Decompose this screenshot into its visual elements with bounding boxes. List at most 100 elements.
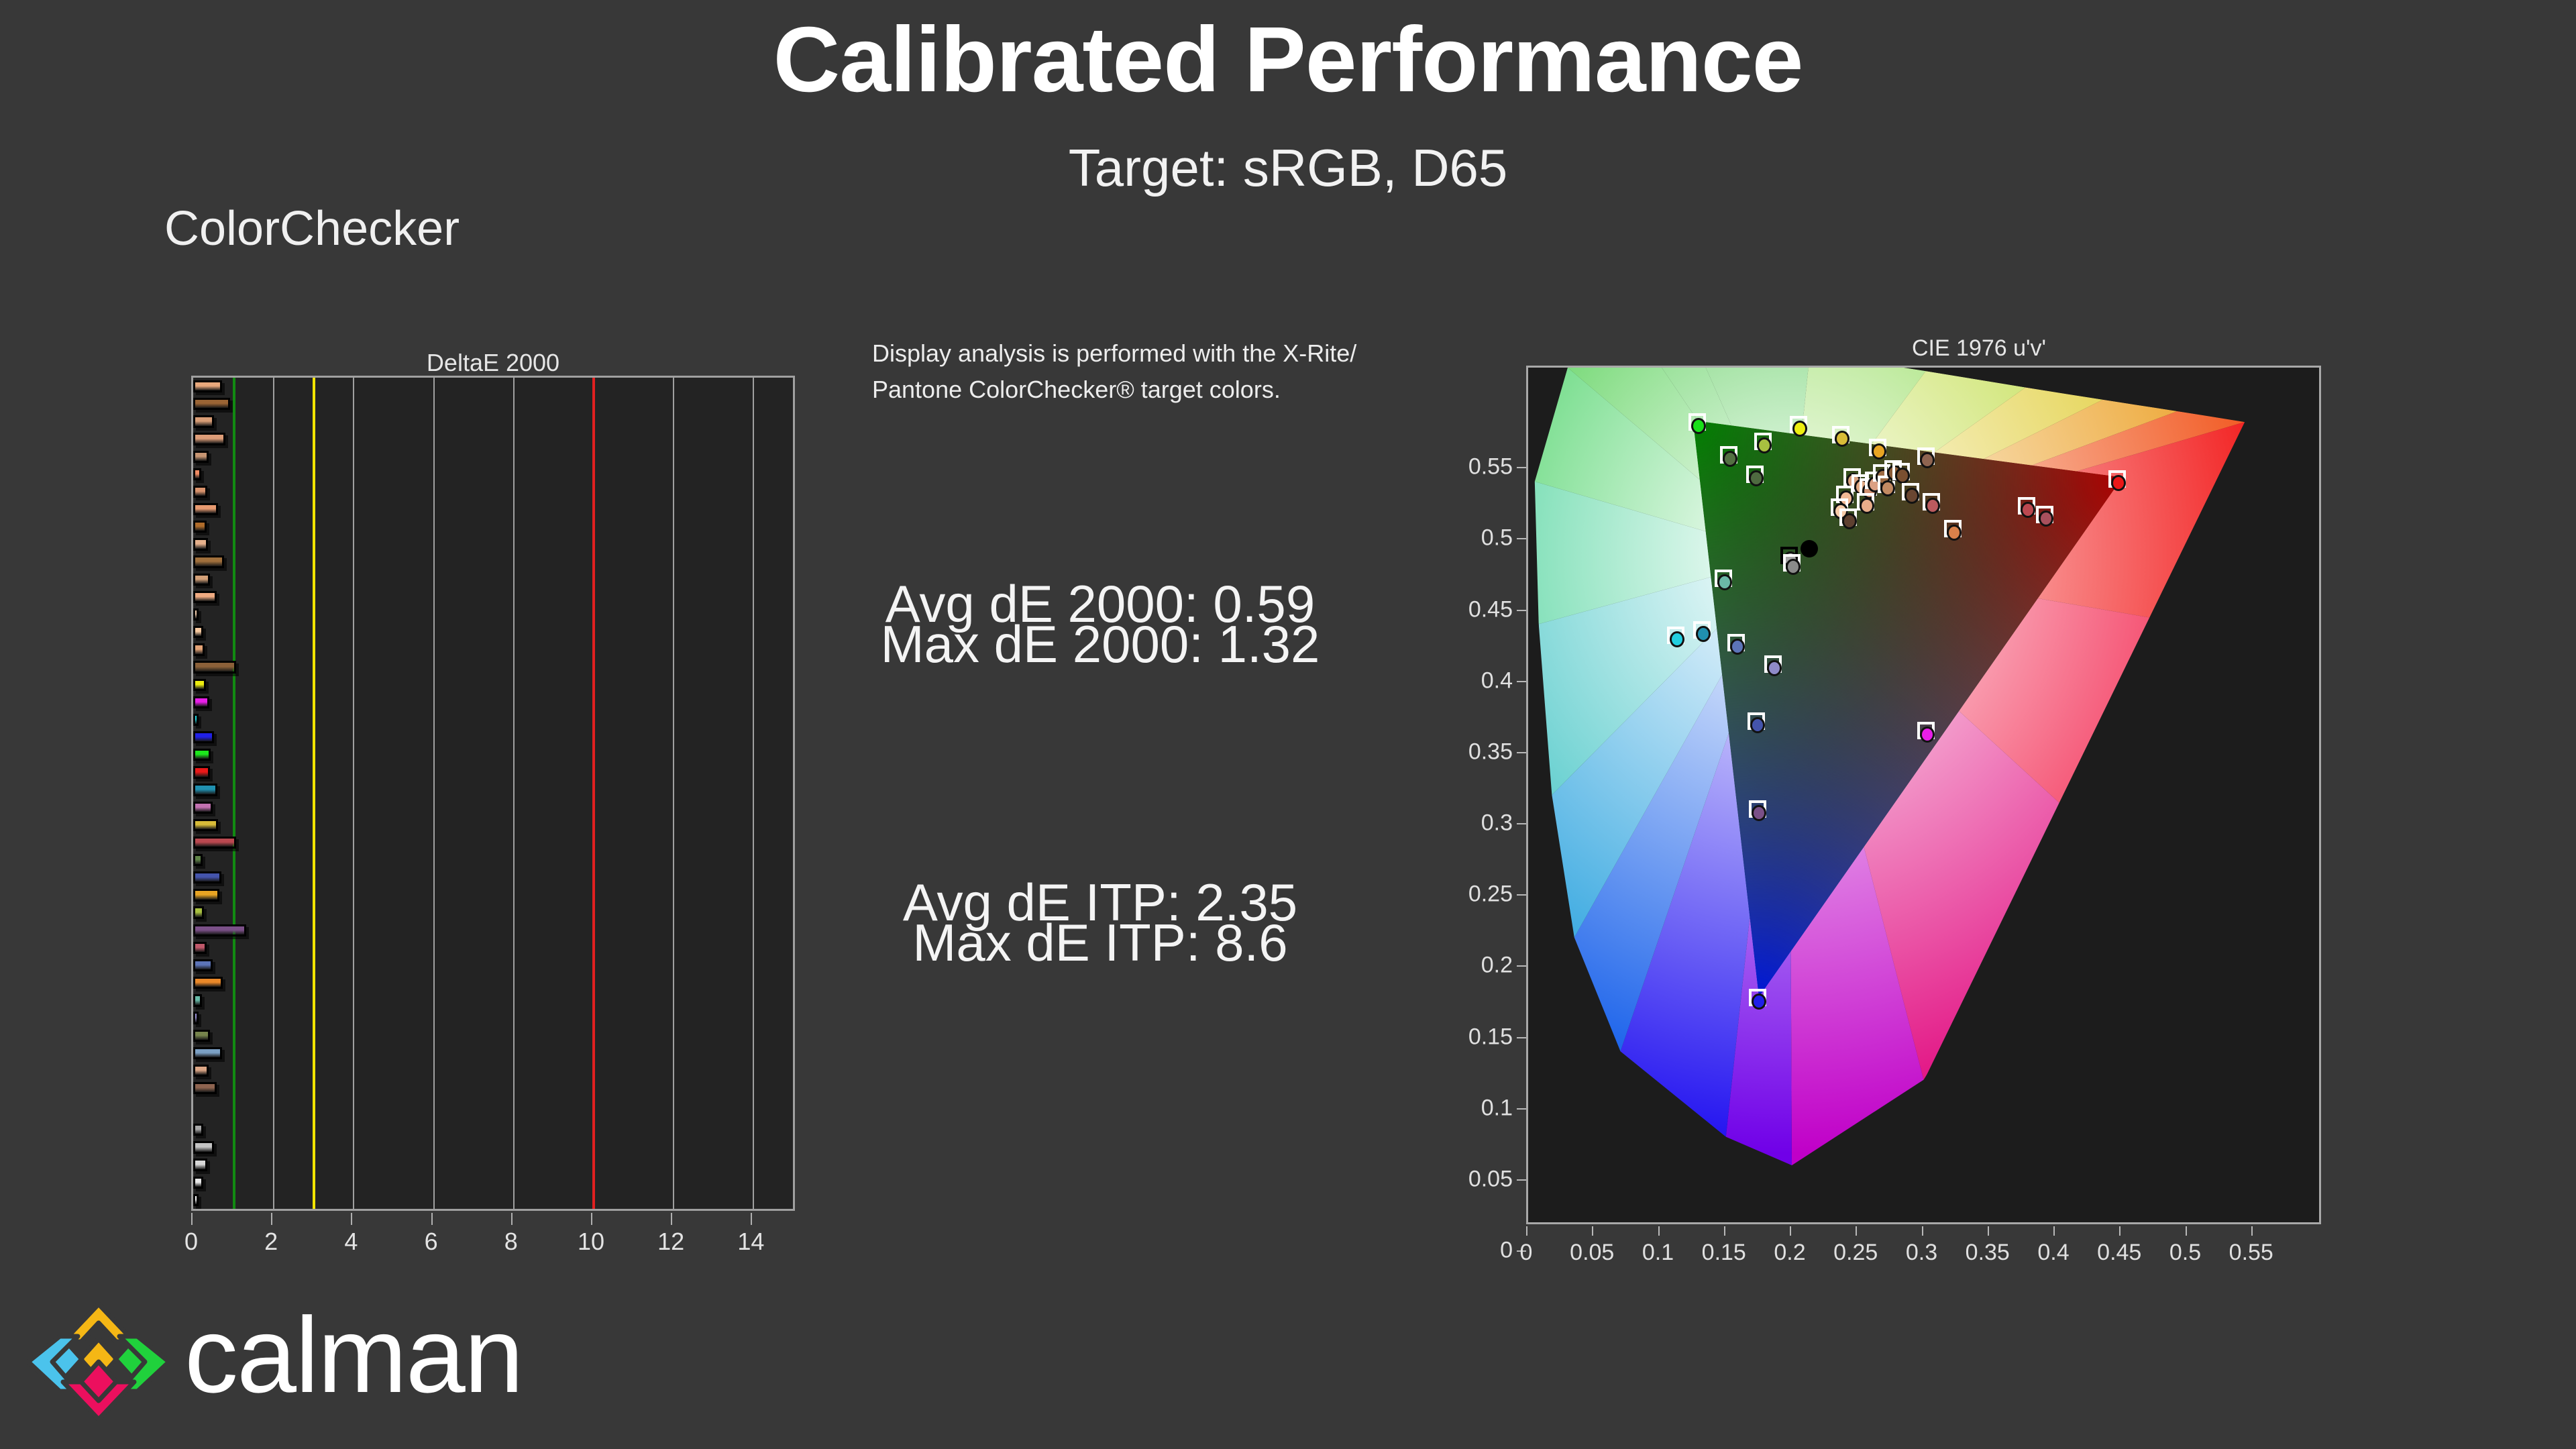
deltae-bar <box>193 906 205 919</box>
cie-measured-point <box>1722 450 1737 467</box>
stat-avg-deitp: Avg dE ITP: 2.35 <box>902 873 1298 932</box>
cie-y-tick <box>1517 1036 1526 1038</box>
cie-y-tick-label: 0.45 <box>1468 596 1513 622</box>
cie-x-tick-label: 0.3 <box>1905 1240 1938 1265</box>
deltae-gridline <box>433 378 435 1209</box>
cie-1976-uv-chart: CIE 1976 u'v' 0 0.05 0.1 0.15 0.2 0.25 0.3 0.35… <box>1382 335 2375 1275</box>
section-label-colorchecker: ColorChecker <box>164 202 460 256</box>
cie-x-tick-label: 0.2 <box>1774 1240 1806 1265</box>
cie-x-tick <box>2251 1226 2253 1236</box>
cie-y-tick <box>1517 538 1526 540</box>
deltae-bar <box>193 1029 211 1042</box>
cie-x-tick-label: 0.55 <box>2229 1240 2273 1265</box>
deltae-gridline <box>273 378 275 1209</box>
cie-y-tick <box>1517 1250 1526 1252</box>
cie-x-tick-label: 0.5 <box>2169 1240 2202 1265</box>
deltae-gridline <box>513 378 515 1209</box>
deltae-bar <box>193 801 213 814</box>
cie-measured-point <box>1748 470 1764 487</box>
cie-y-tick <box>1517 609 1526 611</box>
cie-measured-point <box>1756 437 1772 454</box>
deltae-threshold-line-acceptable <box>312 378 315 1209</box>
deltae-bar <box>193 713 199 727</box>
cie-y-tick-label: 0.25 <box>1468 881 1513 907</box>
analysis-note: Display analysis is performed with the X… <box>872 335 1382 408</box>
cie-x-tick <box>1921 1226 1923 1236</box>
cie-measured-point <box>2020 501 2035 518</box>
deltae-bar <box>193 626 203 639</box>
cie-measured-point <box>1717 574 1732 591</box>
deltae-bar <box>193 871 221 884</box>
deltae-x-tick-label: 14 <box>737 1228 765 1255</box>
deltae-x-tick-label: 8 <box>504 1228 518 1255</box>
deltae-bar <box>193 1141 214 1154</box>
calman-logo: calman <box>25 1295 698 1429</box>
analysis-note-line2: Pantone ColorChecker® target colors. <box>872 376 1281 403</box>
deltae-bar <box>193 468 201 480</box>
deltae-bar <box>193 538 209 551</box>
deltae-bar <box>193 1012 199 1024</box>
cie-x-tick-label: 0.05 <box>1570 1240 1615 1265</box>
deltae-bar <box>193 977 223 989</box>
deltae-x-tick-label: 0 <box>184 1228 199 1255</box>
deltae-bar <box>193 994 203 1007</box>
deltae-bar <box>193 1176 203 1189</box>
cie-y-tick-label: 0 <box>1500 1237 1513 1263</box>
cie-x-tick-label: 0.15 <box>1701 1240 1746 1265</box>
cie-x-tick <box>1723 1226 1725 1236</box>
cie-measured-point <box>1871 443 1886 460</box>
deltae-bar <box>193 1159 208 1171</box>
cie-y-tick-label: 0.55 <box>1468 453 1513 480</box>
deltae-bar <box>193 818 218 832</box>
cie-measured-point <box>1920 727 1935 743</box>
deltae-bar <box>193 959 213 972</box>
deltae-bar <box>193 1193 199 1207</box>
deltae-bar <box>193 590 217 604</box>
stat-avg-de2000: Avg dE 2000: 0.59 <box>885 574 1316 633</box>
deltae-bar <box>193 836 236 849</box>
deltae-x-tick <box>191 1213 193 1225</box>
calman-wordmark: calman <box>184 1295 524 1415</box>
deltae-bar <box>193 415 214 428</box>
cie-y-tick <box>1517 1108 1526 1110</box>
cie-y-tick <box>1517 680 1526 682</box>
cie-measured-point <box>1751 805 1766 822</box>
cie-measured-point <box>2039 510 2054 527</box>
cie-x-tick-label: 0.4 <box>2037 1240 2070 1265</box>
deltae-bar <box>193 1064 209 1077</box>
cie-measured-point <box>1860 497 1875 514</box>
cie-x-tick-label: 0.45 <box>2097 1240 2142 1265</box>
cie-y-tick <box>1517 751 1526 753</box>
cie-measured-point <box>1767 659 1782 676</box>
deltae-bar <box>193 766 211 779</box>
cie-x-tick <box>1592 1226 1594 1236</box>
cie-y-tick-label: 0.5 <box>1481 525 1513 551</box>
cie-measured-point <box>1946 524 1962 541</box>
cie-x-tick-label: 0.35 <box>1965 1240 2010 1265</box>
deltae-bar <box>193 1082 217 1095</box>
cie-x-tick <box>1987 1226 1989 1236</box>
deltae-bar <box>193 784 217 796</box>
cie-measured-point <box>2111 474 2127 491</box>
deltae-bar <box>193 1124 204 1136</box>
deltae-bar <box>193 502 218 516</box>
stat-max-de2000: Max dE 2000: 1.32 <box>880 614 1320 674</box>
cie-chart-title: CIE 1976 u'v' <box>1911 335 2047 361</box>
deltae-bar <box>193 450 209 463</box>
deltae-threshold-line-good <box>232 378 235 1209</box>
deltae-bar <box>193 485 208 498</box>
cie-measured-point <box>1842 513 1858 529</box>
cie-y-tick-label: 0.2 <box>1481 952 1513 978</box>
deltae-2000-chart: DeltaE 2000 0 2 4 6 8 10 12 14 <box>184 349 802 1268</box>
deltae-x-tick <box>431 1213 433 1225</box>
deltae-bar <box>193 661 237 674</box>
deltae-bar <box>193 749 211 761</box>
deltae-plot-area <box>191 376 795 1211</box>
deltae-x-tick <box>671 1213 673 1225</box>
cie-measured-point <box>1690 417 1706 434</box>
cie-x-tick <box>2053 1226 2055 1236</box>
cie-x-tick <box>1526 1226 1527 1236</box>
cie-measured-point <box>1920 451 1935 468</box>
cie-y-tick <box>1517 894 1526 896</box>
